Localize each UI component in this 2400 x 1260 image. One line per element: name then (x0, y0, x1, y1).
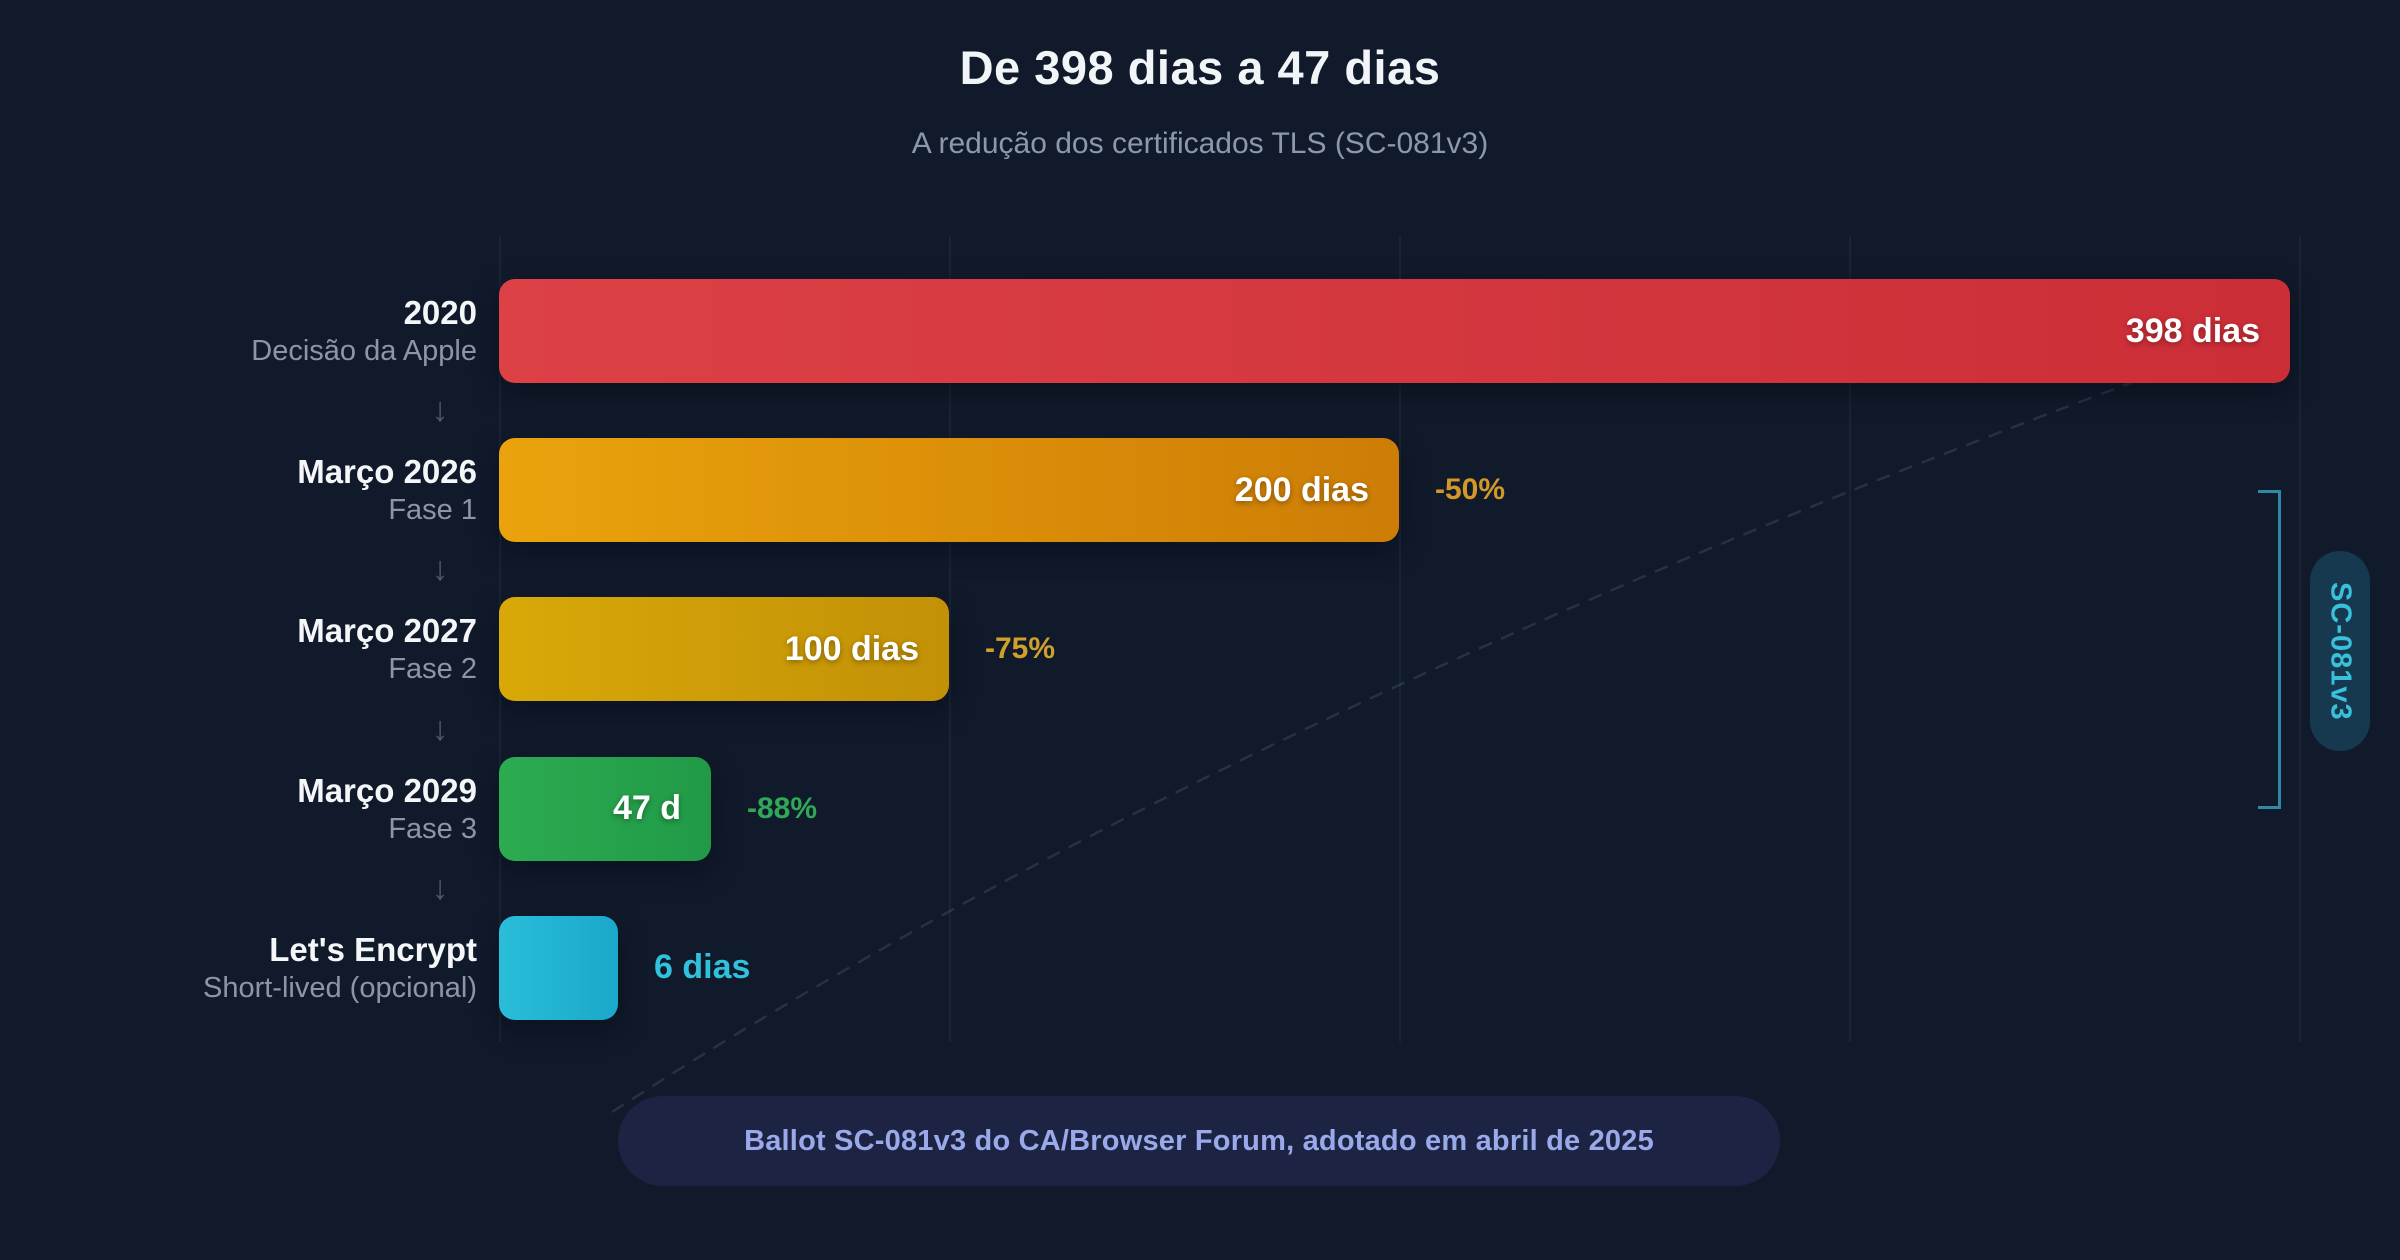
bar-1: 200 dias (499, 438, 1399, 543)
bar-0: 398 dias (499, 279, 2290, 383)
gridline-400-dias (2299, 236, 2301, 1042)
bar-value-label: 200 dias (1234, 470, 1369, 509)
down-arrow-icon: ↓ (431, 709, 449, 748)
row-period-label: Março 2026 (297, 453, 477, 491)
side-tag-sc081v3: SC-081v3 (2310, 551, 2370, 751)
row-period-label: 2020 (403, 294, 477, 331)
row-sublabel: Fase 3 (388, 812, 477, 845)
row-sublabel: Fase 2 (388, 653, 477, 686)
chart-title: De 398 dias a 47 dias (959, 41, 1441, 94)
row-sublabel: Decisão da Apple (251, 335, 477, 367)
row-period-label: Let's Encrypt (269, 930, 477, 968)
gridline-200-dias (1399, 236, 1401, 1042)
phase-bracket-line (2278, 490, 2281, 809)
row-period-label: Março 2027 (297, 612, 477, 650)
phase-bracket-tick-top (2258, 490, 2280, 494)
footer-note-pill: Ballot SC-081v3 do CA/Browser Forum, ado… (618, 1096, 1780, 1186)
bar-value-label-outside: 6 dias (654, 948, 751, 987)
chart-row-3: Março 2029 Fase 3 47 d -88% (0, 756, 2400, 861)
bar-value-label: 100 dias (784, 629, 919, 668)
footer-note-text: Ballot SC-081v3 do CA/Browser Forum, ado… (744, 1124, 1654, 1157)
row-period-label: Março 2029 (297, 771, 477, 809)
delta-percent-label: -50% (1435, 473, 1506, 507)
down-arrow-icon: ↓ (431, 391, 449, 430)
delta-percent-label: -88% (747, 791, 818, 825)
chart-row-4: Let's Encrypt Short-lived (opcional) 6 dia… (0, 915, 2400, 1020)
chart-row-2: Março 2027 Fase 2 100 dias -75% (0, 597, 2400, 702)
down-arrow-icon: ↓ (431, 868, 449, 907)
row-labels: Março 2029 Fase 3 (0, 757, 477, 861)
chart-row-1: Março 2026 Fase 1 200 dias -50% (0, 438, 2400, 543)
side-tag-label: SC-081v3 (2324, 581, 2357, 721)
bar-4 (499, 915, 618, 1020)
row-labels: Março 2027 Fase 2 (0, 597, 477, 701)
bar-2: 100 dias (499, 597, 949, 702)
gridline-300-dias (1849, 236, 1851, 1042)
gridline-100-dias (949, 236, 951, 1042)
chart-subtitle: A redução dos certificados TLS (SC-081v3… (911, 127, 1489, 160)
bar-3: 47 d (499, 756, 711, 861)
phase-bracket-tick-bottom (2258, 805, 2280, 809)
row-sublabel: Short-lived (opcional) (202, 971, 477, 1004)
row-sublabel: Fase 1 (388, 494, 477, 527)
bar-value-label: 47 d (612, 789, 681, 828)
delta-percent-label: -75% (985, 632, 1056, 666)
down-arrow-icon: ↓ (431, 550, 449, 589)
row-labels: Março 2026 Fase 1 (0, 438, 477, 542)
row-labels: 2020 Decisão da Apple (0, 279, 477, 383)
row-labels: Let's Encrypt Short-lived (opcional) (0, 916, 477, 1020)
bar-value-label: 398 dias (2125, 311, 2260, 350)
chart-row-0: 2020 Decisão da Apple 398 dias (0, 279, 2400, 383)
